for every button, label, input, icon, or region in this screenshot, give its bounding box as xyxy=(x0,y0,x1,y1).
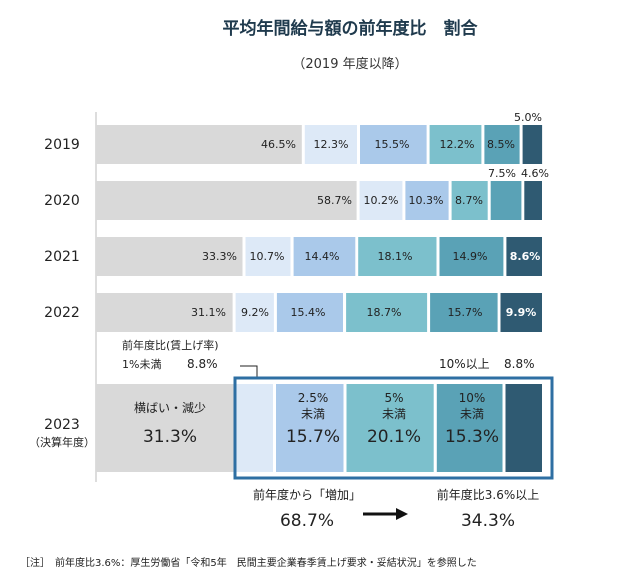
under1-label-line1: 前年度比(賃上げ率) xyxy=(122,338,219,352)
bar-2022-flat xyxy=(96,293,233,332)
value-label-2019-under5: 12.2% xyxy=(440,138,475,151)
value-label-2020-under1: 10.2% xyxy=(364,194,399,207)
value-label-2022-under1: 9.2% xyxy=(241,306,269,319)
chart-title: 平均年間給与額の前年度比 割合 xyxy=(223,18,479,39)
over36-value: 34.3% xyxy=(461,511,515,531)
under1-leader-line xyxy=(240,365,258,377)
over36-label: 前年度比3.6%以上 xyxy=(437,487,540,502)
bar-2021-under2-5 xyxy=(293,237,356,276)
value-label-2022-flat: 31.1% xyxy=(191,306,226,319)
value-label-2021-under2-5: 14.4% xyxy=(305,250,340,263)
bar-2022-under10 xyxy=(430,293,498,332)
bar-2021-over10 xyxy=(506,237,542,276)
bar-2020-flat xyxy=(96,181,357,220)
seg4-value-2023: 15.3% xyxy=(445,427,499,447)
seg3-value-2023: 20.1% xyxy=(367,427,421,447)
bar-2021-under5 xyxy=(358,237,437,276)
increase-value: 68.7% xyxy=(280,511,334,531)
bar-2020-under2-5 xyxy=(405,181,449,220)
value-label-2022-under5: 18.7% xyxy=(367,306,402,319)
value-label-2019-flat: 46.5% xyxy=(261,138,296,151)
category-note-2023: （決算年度） xyxy=(29,435,95,449)
value-label-2019-under1: 12.3% xyxy=(314,138,349,151)
value-label-2020-under10: 7.5% xyxy=(488,167,516,180)
seg3-label-2023-line2: 未満 xyxy=(382,407,406,421)
over10-value-2023: 8.8% xyxy=(504,357,535,371)
category-label-2020: 2020 xyxy=(44,193,80,209)
bar-2023-under5 xyxy=(346,384,434,472)
seg2-label-2023-line1: 2.5% xyxy=(298,391,329,405)
value-label-2020-under2-5: 10.3% xyxy=(409,194,444,207)
bar-2023-over10 xyxy=(505,384,542,472)
bar-2023-flat xyxy=(96,384,234,472)
bar-2019-under2-5 xyxy=(360,125,427,164)
bar-2021-under1 xyxy=(245,237,291,276)
bar-2023-under10 xyxy=(436,384,503,472)
value-label-2022-under10: 15.7% xyxy=(448,306,483,319)
increase-label: 前年度から「増加」 xyxy=(253,487,361,502)
value-label-2019-under10: 8.5% xyxy=(487,138,515,151)
bar-2021-under10 xyxy=(439,237,504,276)
category-label-2021: 2021 xyxy=(44,249,80,265)
value-label-2022-over10: 9.9% xyxy=(506,306,537,319)
summary-arrow-head xyxy=(396,508,408,520)
value-label-2020-flat: 58.7% xyxy=(317,194,352,207)
value-label-2021-over10: 8.6% xyxy=(510,250,541,263)
highlight-box xyxy=(233,376,554,480)
bar-2021-flat xyxy=(96,237,243,276)
flat-label-2023: 横ばい・減少 xyxy=(134,400,206,415)
value-label-2022-under2-5: 15.4% xyxy=(291,306,326,319)
bar-2022-over10 xyxy=(500,293,542,332)
flat-value-2023: 31.3% xyxy=(143,427,197,447)
bar-2020-over10 xyxy=(524,181,542,220)
value-label-2019-under2-5: 15.5% xyxy=(375,138,410,151)
seg4-label-2023-line2: 未満 xyxy=(460,407,484,421)
bar-2022-under1 xyxy=(235,293,274,332)
seg4-label-2023-line1: 10% xyxy=(459,391,486,405)
bar-2019-under1 xyxy=(304,125,357,164)
bar-2019-under10 xyxy=(484,125,520,164)
bar-2019-under5 xyxy=(429,125,482,164)
value-label-2021-under10: 14.9% xyxy=(453,250,488,263)
seg3-label-2023-line1: 5% xyxy=(384,391,403,405)
bar-2020-under1 xyxy=(359,181,403,220)
value-label-2020-under5: 8.7% xyxy=(455,194,483,207)
bar-2022-under5 xyxy=(346,293,428,332)
seg2-label-2023-line2: 未満 xyxy=(301,407,325,421)
bar-2020-under5 xyxy=(451,181,488,220)
category-label-2023: 2023 xyxy=(44,417,80,433)
bar-2020-under10 xyxy=(490,181,522,220)
bar-2023-under1 xyxy=(236,384,273,472)
over10-label-2023: 10%以上 xyxy=(439,357,490,371)
value-label-2020-over10: 4.6% xyxy=(521,167,549,180)
seg2-value-2023: 15.7% xyxy=(286,427,340,447)
value-label-2019-over10: 5.0% xyxy=(514,111,542,124)
value-label-2021-under5: 18.1% xyxy=(378,250,413,263)
category-label-2022: 2022 xyxy=(44,305,80,321)
category-label-2019: 2019 xyxy=(44,137,80,153)
under1-value-2023: 8.8% xyxy=(187,357,218,371)
value-label-2021-under1: 10.7% xyxy=(250,250,285,263)
bar-2023-under2-5 xyxy=(276,384,344,472)
bar-2022-under2-5 xyxy=(276,293,343,332)
value-label-2021-flat: 33.3% xyxy=(202,250,237,263)
footnote: ［注］ 前年度比3.6%：厚生労働省「令和5年 民間主要企業春季賃上げ要求・妥結… xyxy=(20,556,477,569)
bar-2019-over10 xyxy=(522,125,543,164)
bar-2019-flat xyxy=(96,125,302,164)
bars-group xyxy=(96,125,543,472)
under1-label-line2: 1%未満 xyxy=(122,358,161,371)
chart-subtitle: （2019 年度以降） xyxy=(292,56,407,72)
